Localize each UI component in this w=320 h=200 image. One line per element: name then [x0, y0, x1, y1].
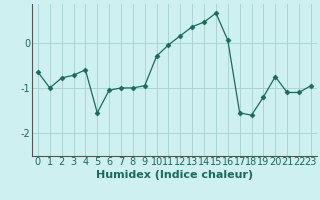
- X-axis label: Humidex (Indice chaleur): Humidex (Indice chaleur): [96, 170, 253, 180]
